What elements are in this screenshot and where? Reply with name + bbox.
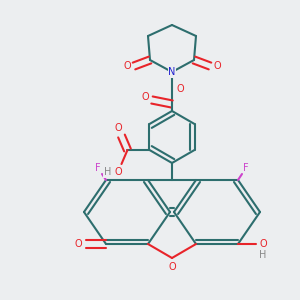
Text: O: O [176, 84, 184, 94]
Text: O: O [168, 262, 176, 272]
Text: O: O [115, 167, 122, 177]
Text: O: O [123, 61, 131, 71]
Text: O: O [259, 239, 267, 249]
Text: H: H [104, 167, 111, 177]
Text: O: O [141, 92, 149, 102]
Text: F: F [243, 163, 249, 173]
Text: O: O [115, 123, 122, 133]
Text: O: O [213, 61, 221, 71]
Text: H: H [259, 250, 267, 260]
Text: O: O [74, 239, 82, 249]
Text: F: F [95, 163, 101, 173]
Text: N: N [168, 67, 176, 77]
